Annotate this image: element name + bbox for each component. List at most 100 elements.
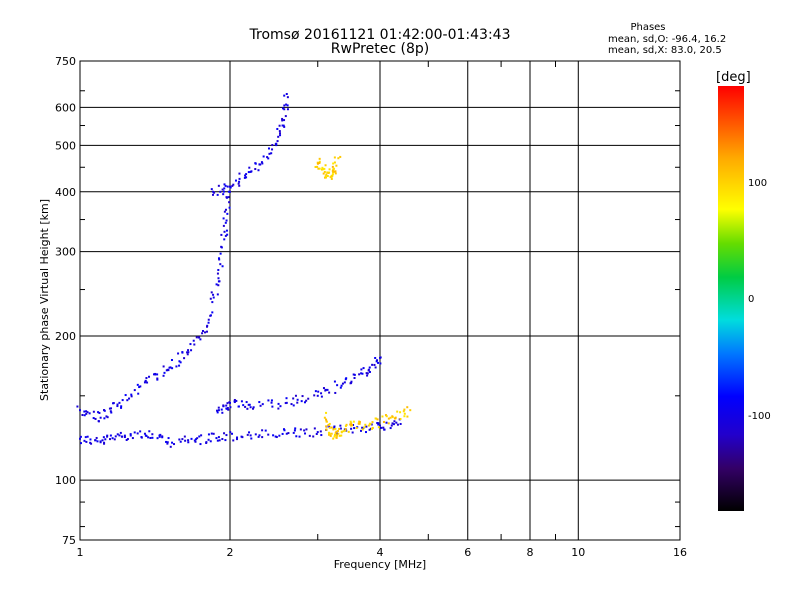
scatter-dot xyxy=(383,428,386,431)
scatter-dot xyxy=(223,210,226,213)
scatter-dot xyxy=(123,434,126,437)
scatter-dot xyxy=(377,423,380,426)
colorbar-tick-minus-100: -100 xyxy=(748,411,771,422)
data-point xyxy=(285,432,288,435)
scatter-dot xyxy=(116,433,119,436)
scatter-dot xyxy=(181,351,184,354)
scatter-dot xyxy=(267,433,270,436)
scatter-dot xyxy=(379,362,382,365)
scatter-dot xyxy=(339,427,342,430)
scatter-dot xyxy=(276,127,279,130)
scatter-dot xyxy=(339,386,342,389)
scatter-dot xyxy=(369,423,372,426)
scatter-dot xyxy=(173,443,176,446)
scatter-dot xyxy=(331,165,334,168)
scatter-dot xyxy=(339,155,342,158)
scatter-dot xyxy=(212,293,215,296)
scatter-dot xyxy=(335,164,338,167)
scatter-dot xyxy=(219,263,222,266)
data-point xyxy=(409,409,412,412)
scatter-dot xyxy=(220,233,223,236)
scatter-dot xyxy=(158,435,161,438)
scatter-dot xyxy=(170,359,173,362)
scatter-dot xyxy=(307,397,310,400)
scatter-dot xyxy=(183,435,186,438)
scatter-dot xyxy=(175,365,178,368)
scatter-dot xyxy=(406,406,409,409)
scatter-dot xyxy=(384,414,387,417)
scatter-dot xyxy=(102,436,105,439)
x-tick-label: 1 xyxy=(77,546,84,559)
data-point xyxy=(118,434,121,437)
scatter-dot xyxy=(233,398,236,401)
scatter-dot xyxy=(217,257,220,260)
scatter-dot xyxy=(184,439,187,442)
scatter-dot xyxy=(365,372,368,375)
scatter-dot xyxy=(403,408,406,411)
scatter-dot xyxy=(292,404,295,407)
scatter-dot xyxy=(149,437,152,440)
scatter-dot xyxy=(325,176,328,179)
scatter-dot xyxy=(341,382,344,385)
scatter-dot xyxy=(282,107,285,110)
scatter-dot xyxy=(209,440,212,443)
scatter-dot xyxy=(261,403,264,406)
scatter-dot xyxy=(360,429,363,432)
scatter-dot xyxy=(128,397,131,400)
scatter-dot xyxy=(278,124,281,127)
scatter-dot xyxy=(223,187,226,190)
scatter-dot xyxy=(361,372,364,375)
scatter-dot xyxy=(305,399,308,402)
scatter-dot xyxy=(261,162,264,165)
scatter-dot xyxy=(190,349,193,352)
scatter-dot xyxy=(221,265,224,268)
scatter-dot xyxy=(325,418,328,421)
scatter-dot xyxy=(275,144,278,147)
scatter-dot xyxy=(224,234,227,237)
scatter-dot xyxy=(334,433,337,436)
data-point xyxy=(268,152,271,155)
scatter-dot xyxy=(373,363,376,366)
scatter-dot xyxy=(281,117,284,120)
colorbar-tick-100: 100 xyxy=(748,178,768,189)
scatter-dot xyxy=(330,426,333,429)
data-point xyxy=(330,432,333,435)
scatter-dot xyxy=(238,184,241,187)
scatter-dot xyxy=(196,437,199,440)
chart-title: Tromsø 20161121 01:42:00-01:43:43 xyxy=(249,27,511,43)
scatter-dot xyxy=(353,376,356,379)
scatter-dot xyxy=(247,171,250,174)
scatter-dot xyxy=(227,196,230,199)
scatter-dot xyxy=(220,245,223,248)
scatter-dot xyxy=(261,429,264,432)
scatter-dot xyxy=(317,390,320,393)
scatter-dot xyxy=(283,119,286,122)
scatter-dot xyxy=(140,436,143,439)
scatter-dot xyxy=(121,435,124,438)
scatter-dot xyxy=(368,428,371,431)
scatter-dot xyxy=(226,407,229,410)
trace-o-trace-f-cusp xyxy=(210,92,289,196)
scatter-dot xyxy=(299,428,302,431)
scatter-dot xyxy=(314,390,317,393)
scatter-dot xyxy=(322,172,325,175)
scatter-dot xyxy=(277,135,280,138)
scatter-dot xyxy=(116,405,119,408)
scatter-dot xyxy=(336,430,339,433)
scatter-dot xyxy=(380,426,383,429)
scatter-dot xyxy=(94,439,97,442)
scatter-dot xyxy=(112,402,115,405)
scatter-dot xyxy=(129,433,132,436)
scatter-dot xyxy=(332,437,335,440)
scatter-dot xyxy=(282,124,285,127)
scatter-dot xyxy=(344,429,347,432)
scatter-dot xyxy=(86,435,89,438)
scatter-dot xyxy=(352,373,355,376)
scatter-dot xyxy=(277,407,280,410)
scatter-dot xyxy=(240,400,243,403)
scatter-dot xyxy=(355,426,358,429)
scatter-dot xyxy=(315,432,318,435)
scatter-dot xyxy=(259,404,262,407)
scatter-dot xyxy=(227,408,230,411)
scatter-dot xyxy=(88,412,91,415)
